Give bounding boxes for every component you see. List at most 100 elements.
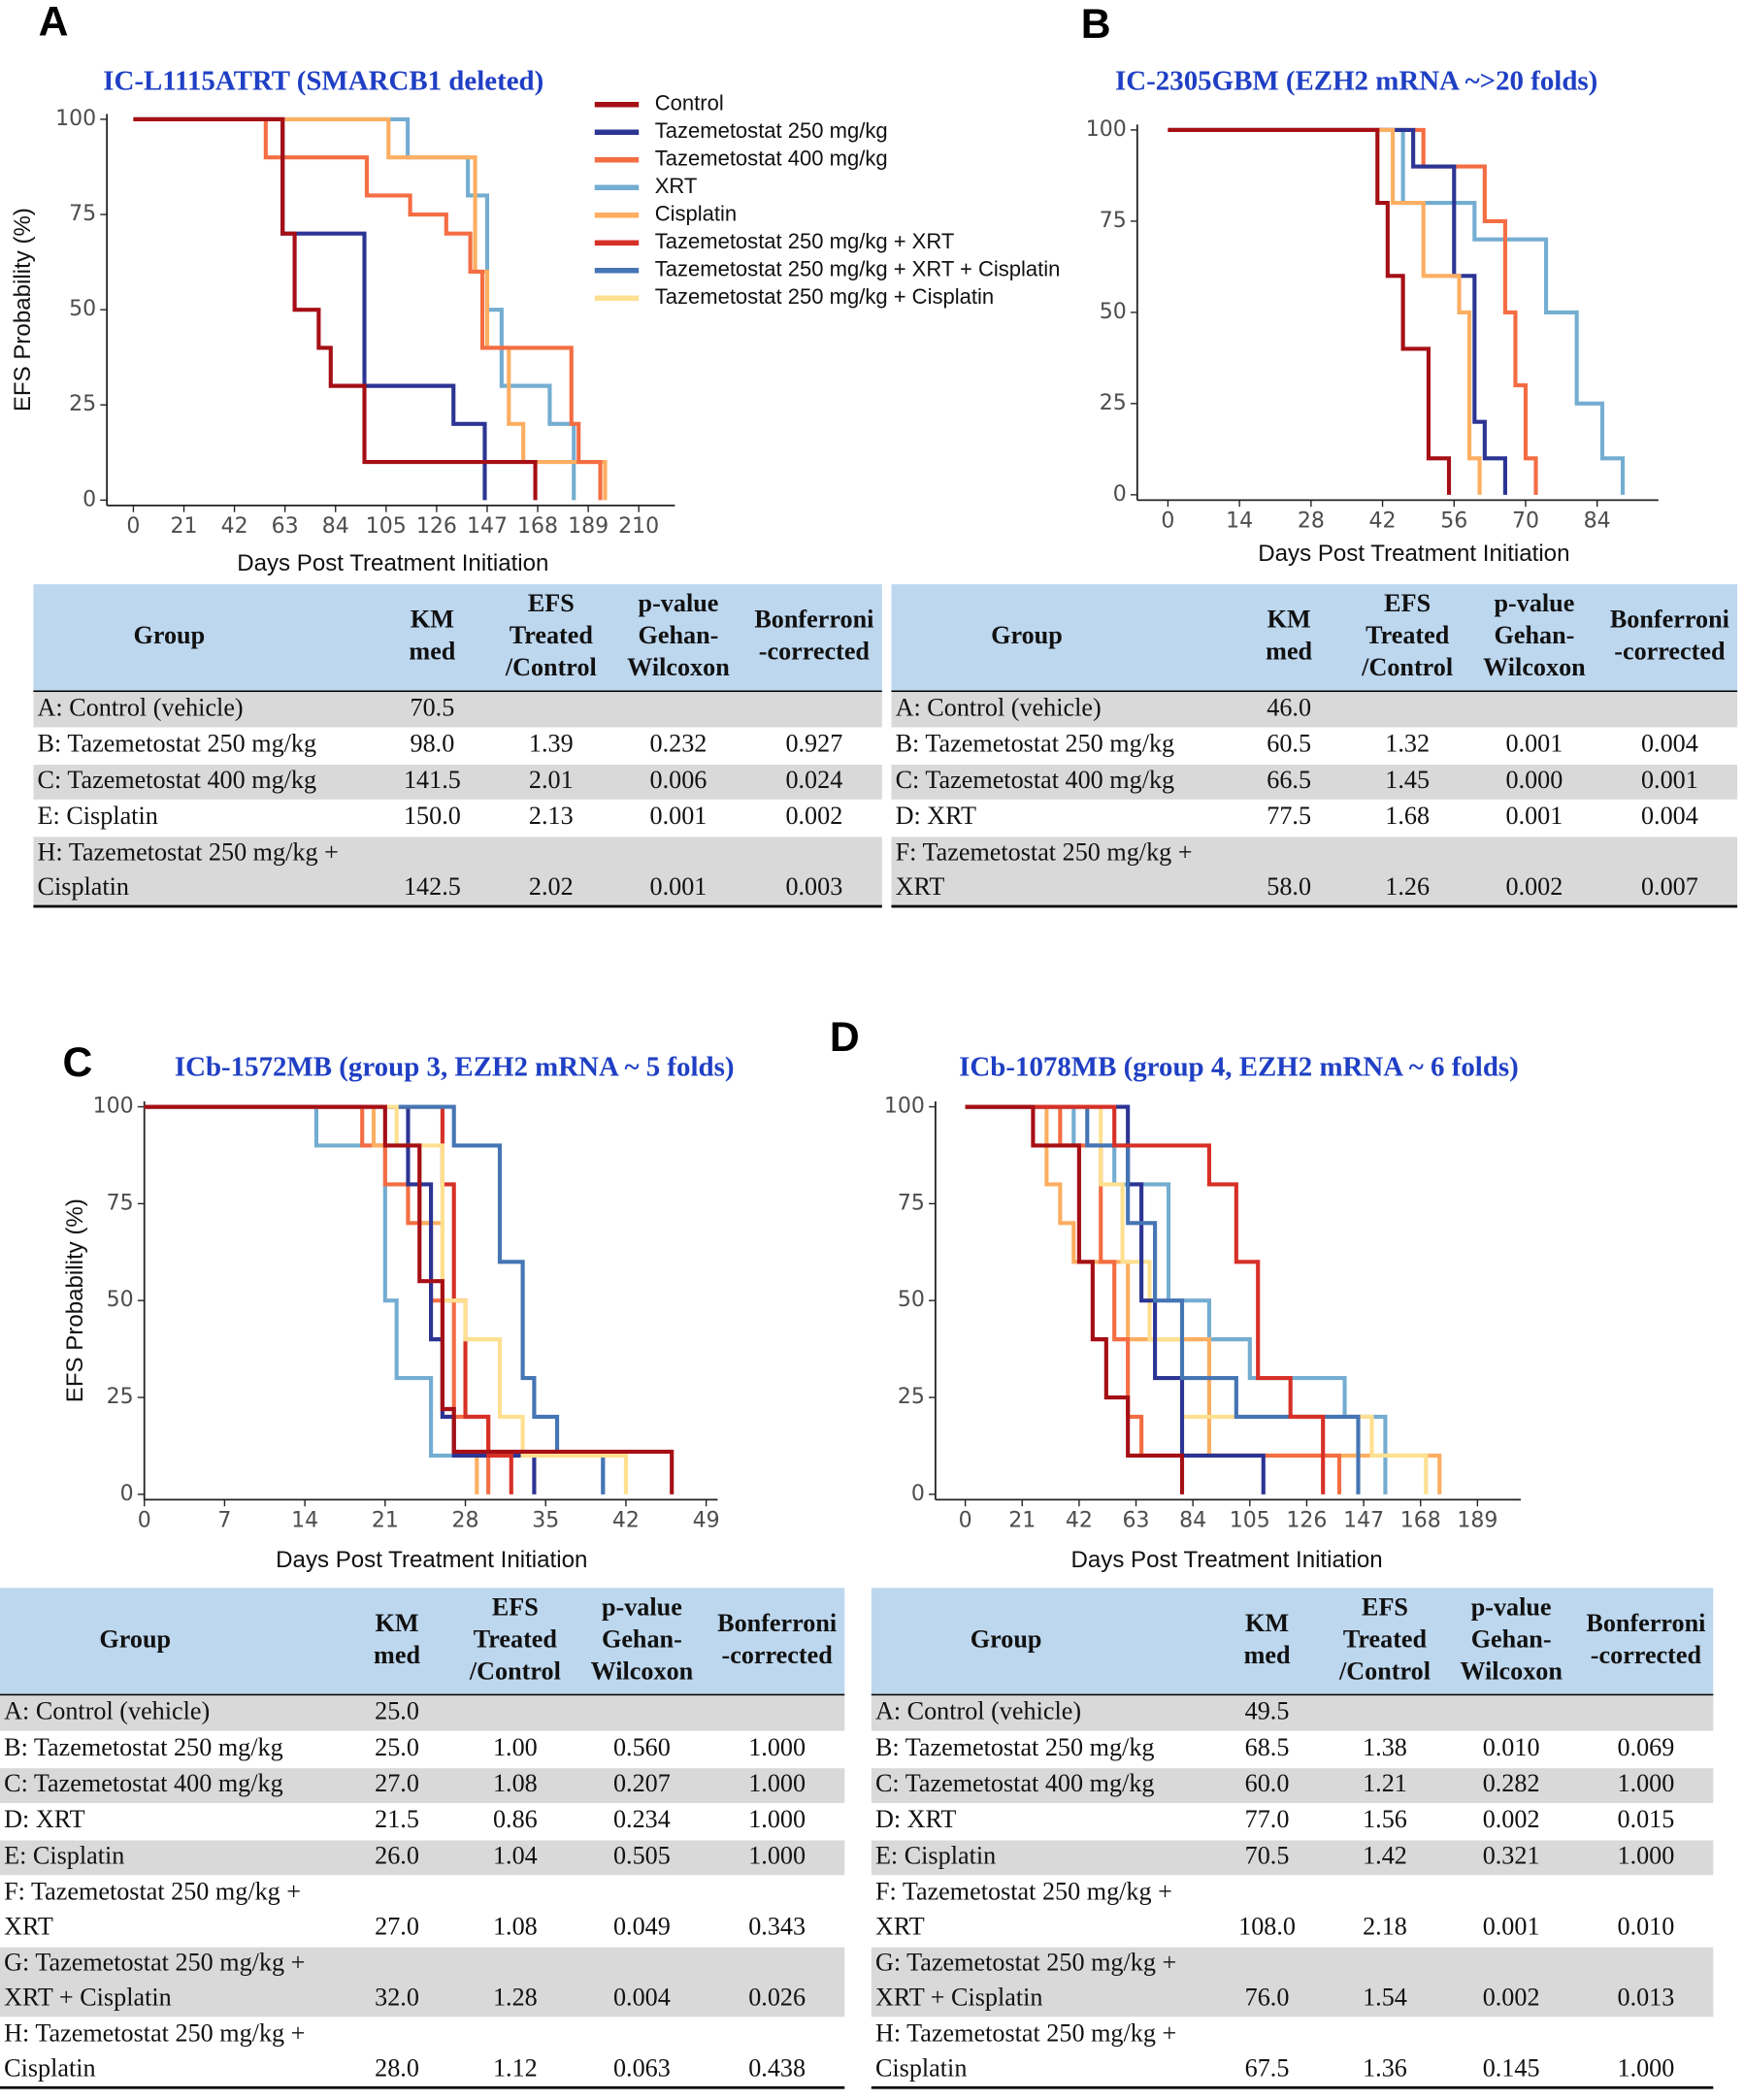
value-cell: 1.28: [493, 1983, 538, 2011]
group-cell: B: Tazemetostat 250 mg/kg: [896, 730, 1175, 758]
header-cell: med: [1266, 638, 1312, 666]
survival-curve: [144, 1104, 606, 1494]
y-tick-label: 50: [107, 1288, 134, 1312]
group-cell: C: Tazemetostat 400 mg/kg: [4, 1769, 283, 1797]
header-cell: Treated: [1343, 1624, 1428, 1653]
x-tick-label: 147: [1343, 1508, 1384, 1532]
value-cell: 25.0: [375, 1697, 419, 1725]
panel-label: A: [39, 0, 69, 45]
survival-curve: [133, 116, 538, 501]
value-cell: 0.002: [785, 802, 842, 830]
y-tick-label: 25: [1100, 391, 1127, 415]
group-cell: Cisplatin: [4, 2053, 95, 2082]
group-cell: C: Tazemetostat 400 mg/kg: [38, 766, 317, 794]
header-cell: KM: [376, 1609, 419, 1637]
value-cell: 1.000: [748, 1769, 806, 1797]
header-cell: /Control: [1338, 1657, 1431, 1685]
header-cell: EFS: [1384, 589, 1431, 617]
header-cell: p-value: [639, 589, 719, 617]
group-cell: E: Cisplatin: [38, 802, 158, 830]
value-cell: 2.18: [1363, 1912, 1407, 1940]
header-cell: -corrected: [1614, 638, 1726, 666]
group-cell: C: Tazemetostat 400 mg/kg: [896, 766, 1175, 794]
value-cell: 0.560: [613, 1733, 671, 1761]
group-cell: H: Tazemetostat 250 mg/kg +: [875, 2019, 1176, 2048]
value-cell: 0.505: [613, 1841, 671, 1869]
table-header-bg: [891, 584, 1738, 692]
value-cell: 0.001: [1505, 802, 1563, 830]
group-cell: B: Tazemetostat 250 mg/kg: [38, 730, 317, 758]
survival-curve: [1168, 127, 1452, 495]
survival-curve: [144, 1104, 675, 1494]
y-tick-label: 75: [69, 202, 96, 226]
x-tick-label: 105: [366, 514, 407, 539]
x-tick-label: 21: [171, 514, 198, 539]
header-cell: Bonferroni: [1586, 1609, 1705, 1637]
header-cell: KM: [411, 606, 454, 634]
value-cell: 0.010: [1483, 1733, 1540, 1761]
x-tick-label: 0: [1161, 509, 1174, 533]
value-cell: 1.08: [493, 1769, 538, 1797]
x-tick-label: 21: [372, 1508, 399, 1532]
survival-curve: [133, 116, 576, 501]
group-cell: B: Tazemetostat 250 mg/kg: [875, 1733, 1155, 1761]
value-cell: 25.0: [375, 1733, 419, 1761]
y-tick-label: 0: [911, 1482, 925, 1506]
value-cell: 0.004: [1641, 730, 1698, 758]
legend-label: Control: [655, 91, 724, 115]
value-cell: 0.001: [1641, 766, 1698, 794]
table-header-bg: [871, 1588, 1714, 1695]
table-header-bg: [0, 1588, 845, 1695]
y-tick-label: 0: [82, 487, 96, 511]
row-bg: [33, 692, 882, 728]
group-cell: Cisplatin: [38, 872, 129, 901]
y-tick-label: 100: [884, 1095, 925, 1119]
y-axis-label: EFS Probability (%): [10, 208, 36, 411]
value-cell: 0.069: [1617, 1733, 1674, 1761]
value-cell: 0.343: [748, 1912, 806, 1940]
value-cell: 1.39: [529, 730, 574, 758]
x-tick-label: 35: [532, 1508, 559, 1532]
header-cell: Group: [134, 621, 206, 649]
y-tick-label: 50: [69, 297, 96, 321]
value-cell: 67.5: [1245, 2053, 1290, 2082]
group-cell: F: Tazemetostat 250 mg/kg +: [875, 1878, 1172, 1906]
header-cell: p-value: [602, 1592, 682, 1621]
value-cell: 2.02: [529, 872, 574, 901]
header-cell: Wilcoxon: [627, 653, 730, 681]
chart-title: IC-2305GBM (EZH2 mRNA ~>20 folds): [1115, 65, 1597, 96]
group-cell: F: Tazemetostat 250 mg/kg +: [4, 1878, 301, 1906]
row-bg: [891, 837, 1738, 906]
value-cell: 0.86: [493, 1805, 538, 1833]
row-bg: [33, 837, 882, 906]
group-cell: D: XRT: [896, 802, 976, 830]
value-cell: 1.38: [1363, 1733, 1407, 1761]
value-cell: 1.000: [1617, 1769, 1674, 1797]
header-cell: med: [1244, 1641, 1291, 1669]
x-axis-label: Days Post Treatment Initiation: [1071, 1547, 1383, 1573]
header-cell: Gehan-: [1471, 1624, 1552, 1653]
group-cell: E: Cisplatin: [4, 1841, 124, 1869]
header-cell: Wilcoxon: [1460, 1657, 1563, 1685]
x-tick-label: 42: [1066, 1508, 1093, 1532]
value-cell: 1.36: [1363, 2053, 1407, 2082]
group-cell: G: Tazemetostat 250 mg/kg +: [875, 1949, 1176, 1977]
value-cell: 76.0: [1245, 1983, 1290, 2011]
group-cell: A: Control (vehicle): [896, 694, 1102, 722]
x-tick-label: 14: [1226, 509, 1253, 533]
value-cell: 1.000: [748, 1805, 806, 1833]
value-cell: 0.003: [785, 872, 842, 901]
header-cell: Treated: [474, 1624, 558, 1653]
header-cell: med: [409, 638, 455, 666]
header-cell: Gehan-: [602, 1624, 682, 1653]
header-cell: EFS: [492, 1592, 539, 1621]
y-tick-label: 50: [1100, 300, 1127, 324]
y-tick-label: 100: [1086, 117, 1127, 142]
row-bg: [871, 1695, 1714, 1731]
value-cell: 49.5: [1245, 1697, 1290, 1725]
x-tick-label: 105: [1230, 1508, 1270, 1532]
group-cell: H: Tazemetostat 250 mg/kg +: [4, 2019, 305, 2048]
value-cell: 0.024: [785, 766, 842, 794]
x-tick-label: 126: [416, 514, 457, 539]
